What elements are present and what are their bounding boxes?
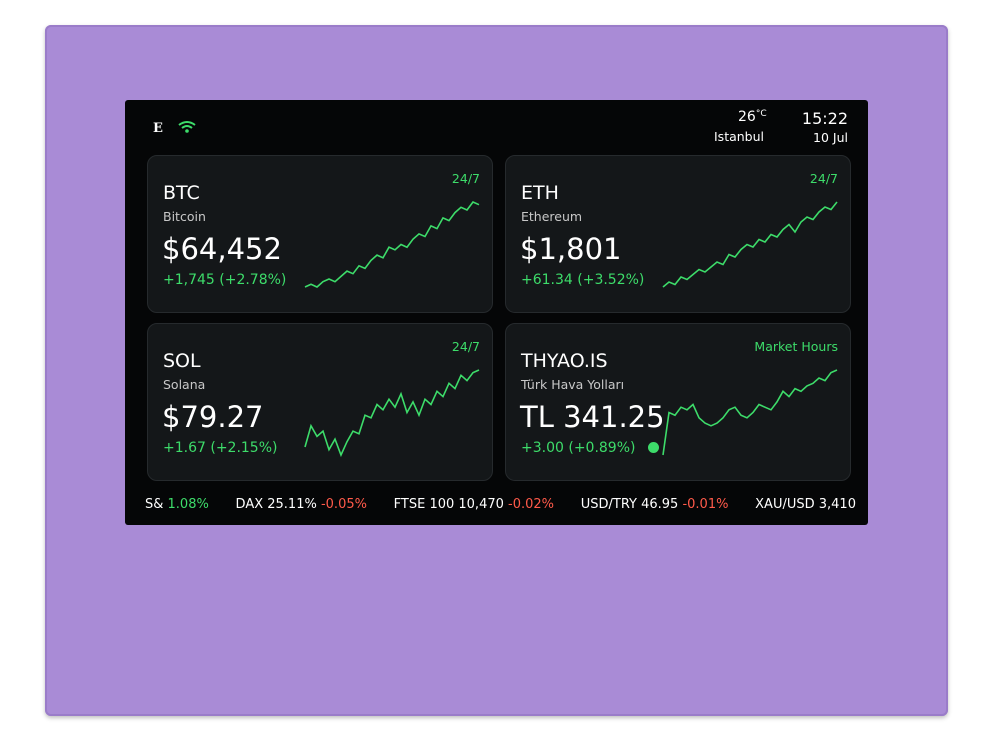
change: +1,745 (+2.78%) [163,272,287,288]
ticker-change: -0.05% [320,497,367,512]
ticker-card: ETH Ethereum $1,801 +61.34 (+3.52%) 24/7 [505,155,851,313]
sparkline-chart [304,369,480,458]
ticker-card: THYAO.IS Türk Hava Yolları TL 341.25 +3.00 … [505,323,851,481]
change: +1.67 (+2.15%) [163,440,278,456]
sparkline [662,369,838,456]
svg-text:E: E [153,121,163,135]
sparkline [662,201,838,288]
ticker-change: 1.08% [167,497,209,512]
ticker-change: -0.01% [682,497,729,512]
ticker-label: XAU/USD 3,410 [755,497,856,512]
price: $79.27 [162,400,264,434]
city: Istanbul [714,129,765,144]
asset-name: Bitcoin [163,209,206,224]
ticker: S& 1.08% DAX 25.11% -0.05% FTSE 100 10,470… [145,497,856,512]
sparkline [304,369,480,458]
date: 10 Jul [813,130,848,145]
ticker-card: SOL Solana $79.27 +1.67 (+2.15%) 24/7 [147,323,493,481]
price: TL 341.25 [520,400,665,434]
symbol: SOL [163,350,201,372]
temp-value: 26 [738,109,756,125]
ticker-label: USD/TRY 46.95 [580,497,679,512]
sparkline-chart [662,369,838,456]
change: +3.00 (+0.89%) [521,440,636,456]
change: +61.34 (+3.52%) [521,272,645,288]
temperature: 26°C [738,109,767,125]
ticker-change: -0.02% [508,497,555,512]
ticker-item: DAX 25.11% -0.05% [236,497,367,512]
ticker-item: FTSE 100 10,470 -0.02% [394,497,554,512]
ticker-item: S& 1.08% [145,497,209,512]
ticker-item: XAU/USD 3,410 [755,497,856,512]
screen: E 26°C Istanbul 15:22 10 Jul S& 1.08% DAX… [125,100,868,525]
ticker-label: S& [145,497,164,512]
time: 15:22 [801,109,848,128]
ticker-card: BTC Bitcoin $64,452 +1,745 (+2.78%) 24/7 [147,155,493,313]
temp-unit: °C [755,109,767,119]
symbol: THYAO.IS [521,350,608,372]
sparkline-chart [662,201,838,288]
asset-name: Ethereum [521,209,583,224]
session-badge: 24/7 [451,339,480,354]
sparkline-chart [304,201,480,288]
asset-name: Türk Hava Yolları [521,377,625,392]
ticker-label: FTSE 100 10,470 [393,497,504,512]
session-badge: 24/7 [451,171,480,186]
asset-name: Solana [163,377,206,392]
session-badge: 24/7 [809,171,838,186]
price: $1,801 [520,232,622,266]
ticker-item: USD/TRY 46.95 -0.01% [581,497,729,512]
symbol: ETH [521,182,559,204]
sparkline [304,201,480,288]
symbol: BTC [163,182,200,204]
ticker-label: DAX 25.11% [235,497,317,512]
status-icons: E [153,121,196,135]
market-open-dot [648,442,659,453]
session-badge: Market Hours [754,339,838,354]
price: $64,452 [162,232,282,266]
